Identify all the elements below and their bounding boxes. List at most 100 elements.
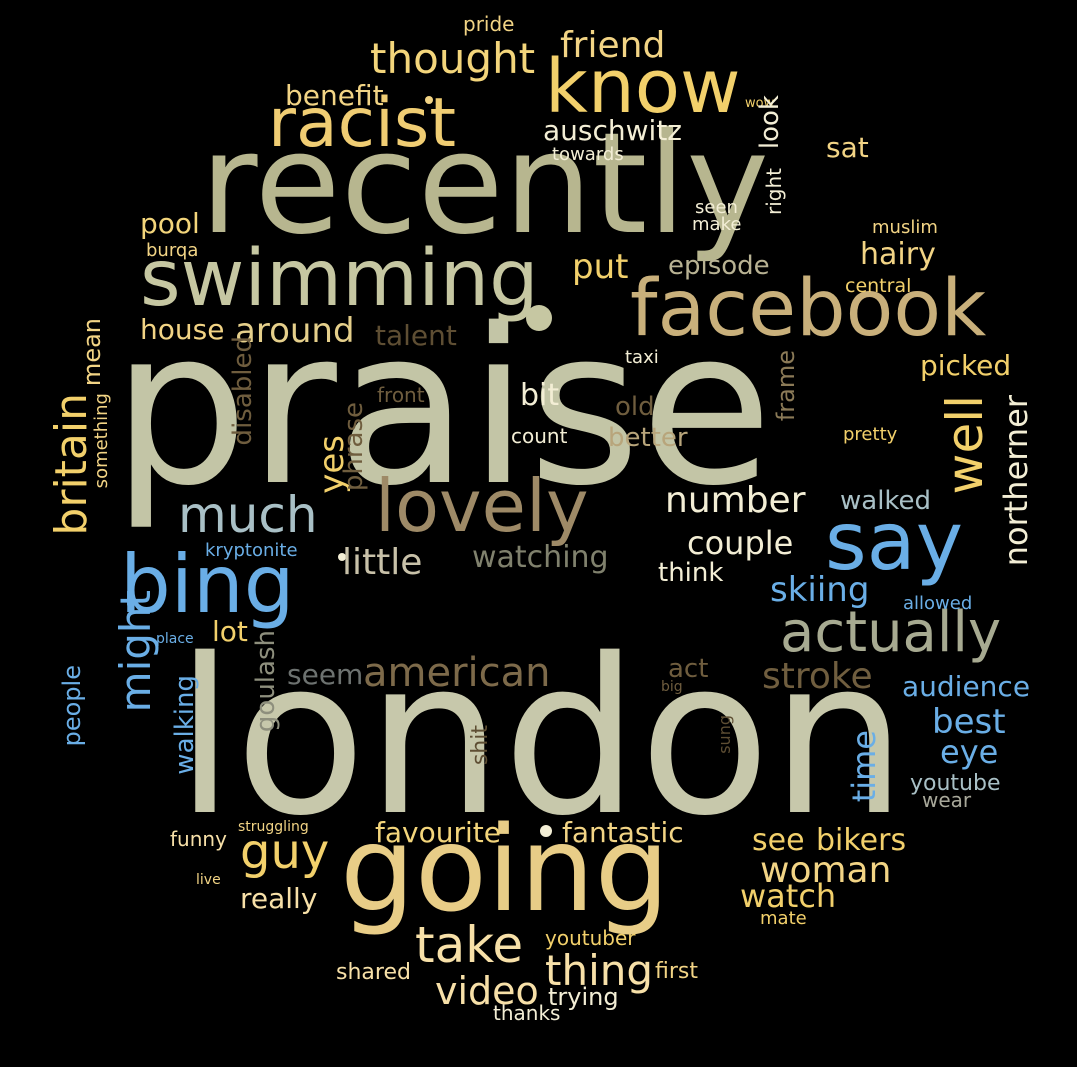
dot-mark — [526, 305, 552, 331]
word-actually: actually — [780, 600, 1002, 665]
word-old: old — [615, 392, 655, 422]
word-youtuber: youtuber — [545, 926, 636, 950]
word-big: big — [661, 679, 683, 695]
word-sung: sung — [715, 715, 734, 754]
word-mate: mate — [760, 908, 807, 929]
word-britain: britain — [46, 393, 97, 536]
word-house: house — [140, 313, 225, 346]
word-make: make — [692, 214, 742, 235]
word-youtube: youtube — [910, 771, 1001, 796]
word-seem: seem — [287, 658, 364, 691]
word-stroke: stroke — [762, 656, 873, 697]
word-wow: wow — [745, 96, 775, 111]
word-recently: recently — [200, 103, 770, 266]
word-swimming: swimming — [140, 234, 539, 324]
word-bing: bing — [120, 538, 295, 631]
word-kryptonite: kryptonite — [205, 540, 298, 561]
word-bit: bit — [520, 378, 560, 413]
word-hairy: hairy — [860, 237, 936, 272]
word-walked: walked — [840, 486, 932, 516]
word-right: right — [762, 168, 786, 215]
word-number: number — [665, 480, 806, 521]
word-take: take — [415, 916, 524, 974]
word-thought: thought — [370, 34, 536, 83]
word-friend: friend — [560, 25, 666, 66]
word-around: around — [235, 311, 355, 351]
word-shit: shit — [468, 725, 493, 766]
word-facebook: facebook — [630, 264, 987, 354]
word-something: something — [91, 393, 112, 489]
word-struggling: struggling — [238, 819, 309, 835]
word-trying: trying — [548, 983, 619, 1011]
word-well: well — [936, 395, 994, 495]
word-count: count — [511, 424, 568, 448]
word-live: live — [196, 872, 221, 888]
word-episode: episode — [668, 251, 770, 281]
word-thanks: thanks — [493, 1001, 561, 1025]
word-benefit: benefit — [285, 79, 384, 112]
word-northerner: northerner — [997, 395, 1035, 567]
word-know: know — [545, 44, 741, 130]
word-phrase: phrase — [339, 402, 369, 492]
word-place: place — [156, 631, 194, 647]
word-auschwitz: auschwitz — [543, 114, 682, 147]
word-pretty: pretty — [843, 424, 898, 445]
word-walking: walking — [170, 675, 200, 775]
word-act: act — [668, 654, 709, 684]
word-put: put — [572, 247, 629, 287]
word-going: going — [340, 800, 670, 938]
dot-mark — [425, 96, 433, 104]
word-pride: pride — [463, 12, 515, 36]
word-watch: watch — [740, 877, 837, 915]
word-see: see — [752, 823, 805, 858]
word-allowed: allowed — [903, 593, 973, 614]
word-favourite: favourite — [375, 816, 501, 849]
word-taxi: taxi — [625, 347, 659, 368]
word-thing: thing — [545, 946, 654, 995]
word-skiing: skiing — [770, 570, 870, 610]
word-better: better — [608, 423, 688, 453]
word-guy: guy — [240, 824, 330, 880]
word-time: time — [845, 730, 883, 803]
word-look: look — [755, 95, 785, 150]
word-talent: talent — [375, 319, 457, 352]
word-mean: mean — [78, 318, 106, 387]
word-frame: frame — [772, 350, 800, 422]
word-muslim: muslim — [872, 217, 938, 238]
word-much: much — [178, 486, 318, 544]
word-goulash: goulash — [251, 630, 281, 733]
word-disabled: disabled — [228, 336, 258, 446]
word-pool: pool — [140, 207, 200, 240]
word-couple: couple — [687, 524, 794, 562]
word-lovely: lovely — [375, 464, 589, 548]
dot-mark — [338, 553, 346, 561]
word-wear: wear — [922, 788, 972, 812]
word-think: think — [658, 558, 724, 588]
word-lot: lot — [212, 615, 248, 648]
word-sat: sat — [826, 131, 869, 164]
word-fantastic: fantastic — [562, 816, 684, 849]
word-front: front — [377, 383, 425, 407]
word-video: video — [435, 969, 539, 1013]
word-picked: picked — [920, 349, 1012, 382]
word-racist: racist — [268, 84, 456, 163]
word-audience: audience — [902, 670, 1031, 703]
word-say: say — [825, 495, 964, 588]
word-really: really — [240, 882, 318, 915]
word-people: people — [58, 665, 86, 747]
word-central: central — [845, 275, 912, 297]
word-bikers: bikers — [816, 823, 907, 858]
word-little: little — [342, 542, 423, 583]
word-seen: seen — [695, 197, 738, 218]
word-shared: shared — [336, 960, 411, 985]
word-eye: eye — [940, 733, 999, 771]
word-towards: towards — [552, 144, 624, 165]
word-funny: funny — [170, 827, 227, 851]
word-watching: watching — [472, 540, 609, 575]
word-praise: praise — [112, 282, 773, 533]
word-might: might — [111, 590, 160, 713]
word-london: london — [175, 612, 907, 863]
word-first: first — [655, 959, 698, 984]
word-burqa: burqa — [146, 240, 199, 261]
